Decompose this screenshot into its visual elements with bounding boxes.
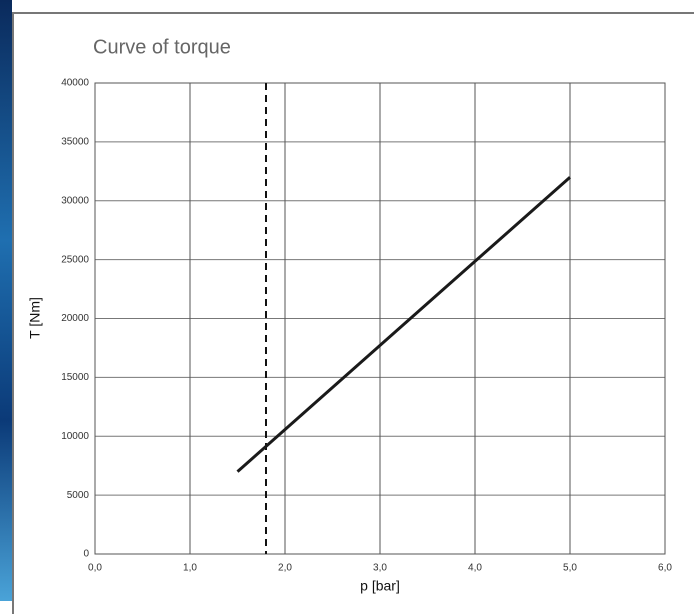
y-tick-label: 0 bbox=[83, 549, 89, 560]
y-axis-label: T [Nm] bbox=[27, 297, 43, 339]
x-tick-label: 4,0 bbox=[468, 563, 482, 574]
y-tick-label: 15000 bbox=[61, 372, 89, 383]
background-strip bbox=[0, 0, 12, 601]
y-tick-label: 5000 bbox=[67, 490, 90, 501]
x-tick-label: 6,0 bbox=[658, 563, 672, 574]
x-axis-label: p [bar] bbox=[360, 578, 400, 594]
plot-frame bbox=[94, 82, 666, 555]
x-tick-label: 0,0 bbox=[88, 563, 102, 574]
chart: Curve of torque p [bar] T [Nm] 0 5000 1000… bbox=[27, 36, 673, 594]
y-tick-label: 10000 bbox=[61, 431, 89, 442]
chart-title: Curve of torque bbox=[93, 36, 231, 58]
y-tick-label: 35000 bbox=[61, 137, 89, 148]
y-tick-label: 30000 bbox=[61, 195, 89, 206]
y-tick-label: 25000 bbox=[61, 254, 89, 265]
data-line bbox=[236, 176, 571, 473]
x-tick-label: 5,0 bbox=[563, 563, 577, 574]
x-tick-label: 1,0 bbox=[183, 563, 197, 574]
x-tick-label: 2,0 bbox=[278, 563, 292, 574]
y-tick-label: 20000 bbox=[61, 313, 89, 324]
y-tick-label: 40000 bbox=[61, 78, 89, 89]
x-tick-label: 3,0 bbox=[373, 563, 387, 574]
chart-panel bbox=[12, 12, 694, 614]
